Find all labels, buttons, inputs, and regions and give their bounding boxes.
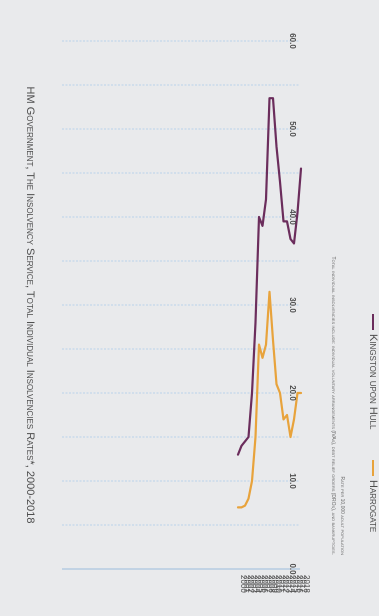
x-tick-label: 2000	[239, 575, 248, 593]
x-tick-label: 2003	[250, 575, 259, 593]
y-tick-label: 10.0	[288, 473, 297, 489]
x-tick-labels: 2000200120022003200420052006200720082009…	[239, 575, 311, 593]
x-tick-label: 2012	[281, 575, 290, 593]
x-tick-label: 2002	[246, 575, 255, 593]
y-tick-label: 50.0	[288, 121, 297, 137]
legend-label-0: Kingston upon Hull	[367, 334, 379, 430]
grid-lines	[62, 40, 300, 570]
x-tick-label: 2015	[292, 575, 301, 593]
x-tick-label: 2018	[302, 575, 311, 593]
y-tick-label: 40.0	[288, 209, 297, 225]
chart-title: HM Government, The Insolvency Service, T…	[24, 87, 36, 524]
series-layer	[236, 97, 303, 509]
x-tick-label: 2014	[288, 575, 297, 593]
x-tick-label: 2011	[278, 575, 287, 593]
series-line-0	[236, 97, 303, 456]
x-tick-label: 2009	[271, 575, 280, 593]
y-tick-label: 60.0	[288, 33, 297, 49]
x-tick-label: 2016	[295, 575, 304, 593]
x-tick-label: 2008	[267, 575, 276, 593]
legend-label-1: Harrogate	[367, 480, 379, 532]
y-tick-labels: 0.0 10.0 20.0 30.0 40.0 50.0 60.0	[288, 33, 297, 575]
x-tick-label: 2001	[243, 575, 252, 593]
x-tick-label: 2017	[299, 575, 308, 593]
x-tick-label: 2006	[260, 575, 269, 593]
y-axis-label: Rate per 10,000 adult population	[339, 477, 345, 556]
x-tick-label: 2005	[257, 575, 266, 593]
y-tick-label: 0.0	[288, 563, 297, 575]
x-tick-label: 2007	[264, 575, 273, 593]
x-tick-label: 2013	[285, 575, 294, 593]
y-tick-label: 30.0	[288, 297, 297, 313]
x-tick-label: 2010	[274, 575, 283, 593]
series-line-1	[236, 290, 303, 509]
x-tick-label: 2004	[253, 575, 262, 593]
legend: Kingston upon Hull Harrogate	[367, 314, 379, 532]
footnote-line-1: Total individual insolvencies include: i…	[330, 256, 336, 555]
y-tick-label: 20.0	[288, 385, 297, 401]
